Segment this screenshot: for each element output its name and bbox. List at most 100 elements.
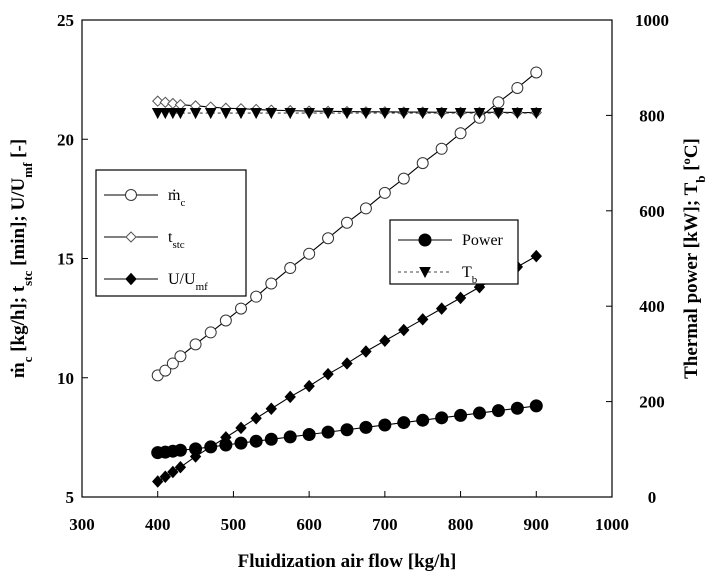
data-point-tb <box>322 108 334 120</box>
legend-label-sub: stc <box>172 239 184 251</box>
data-point-uumf <box>265 402 277 415</box>
data-point-power <box>173 443 187 457</box>
data-point-tb <box>265 108 278 120</box>
x-tick-label: 700 <box>372 515 398 534</box>
data-point-tstc <box>152 95 164 107</box>
data-point-uumf <box>250 412 262 425</box>
data-point-uumf <box>167 465 179 479</box>
y-right-axis-title: Thermal power [kW]; Tb [ºC] <box>681 138 708 379</box>
y-left-axis-title-part: c <box>20 356 35 362</box>
data-point-mc <box>166 357 179 370</box>
legend-right <box>389 219 519 285</box>
x-axis-title: Fluidization air flow [kg/h] <box>238 551 457 572</box>
y-left-axis-title-part: [kg/h]; t <box>8 285 29 356</box>
data-point-mc <box>303 247 316 260</box>
data-point-tb <box>492 108 505 120</box>
legend-label-text: ṁ <box>168 187 181 204</box>
data-point-tb <box>341 108 353 120</box>
x-tick-label: 400 <box>145 515 171 534</box>
data-point-mc <box>189 338 202 351</box>
data-point-power <box>416 413 430 427</box>
data-point-tb <box>174 108 187 120</box>
data-point-uumf <box>454 291 467 305</box>
data-point-mc <box>359 202 372 215</box>
data-point-power <box>359 420 373 434</box>
x-tick-label: 900 <box>524 515 550 534</box>
y-left-tick-label: 10 <box>57 369 74 388</box>
legend-marker-tb <box>419 267 431 279</box>
y-left-axis-title-part: [min]; U/U <box>8 177 29 270</box>
data-point-mc <box>378 186 391 199</box>
y-left-axis-title-part: mf <box>20 162 35 178</box>
y-left-tick-label: 25 <box>57 11 74 30</box>
data-point-tb <box>151 108 164 120</box>
y-right-tick-label: 600 <box>639 202 665 221</box>
legend-label-sub: c <box>180 197 185 209</box>
x-tick-label: 600 <box>296 515 322 534</box>
y-left-axis-title-part: [-] <box>8 139 29 163</box>
data-point-power <box>491 404 505 418</box>
data-point-power <box>340 423 354 437</box>
data-point-tb <box>189 108 202 120</box>
legend-label-text: T <box>462 264 472 281</box>
data-point-mc <box>250 290 263 303</box>
data-point-power <box>378 418 392 432</box>
legend-label-text: Power <box>462 232 504 249</box>
data-point-tb <box>204 108 217 120</box>
y-right-tick-label: 0 <box>648 488 657 507</box>
data-point-power <box>529 399 543 413</box>
y-right-axis-title-part: [ºC] <box>681 138 702 175</box>
data-point-mc <box>159 364 172 377</box>
data-point-tb <box>397 108 410 120</box>
y-right-tick-label: 400 <box>639 297 665 316</box>
data-point-tb <box>454 108 467 120</box>
data-point-tb <box>360 108 372 120</box>
data-point-mc <box>265 277 278 290</box>
data-point-uumf <box>235 421 247 435</box>
data-point-mc <box>454 127 467 140</box>
legend-label-power: Power <box>462 232 504 249</box>
x-tick-label: 300 <box>69 515 95 534</box>
data-point-uumf <box>360 345 372 358</box>
data-point-uumf <box>159 470 171 483</box>
data-point-tb <box>235 108 247 120</box>
legend-label-text: t <box>168 229 173 246</box>
data-point-uumf <box>435 302 448 315</box>
data-point-tb <box>530 108 543 120</box>
legend-marker-mc <box>125 189 137 201</box>
x-tick-label: 500 <box>221 515 247 534</box>
data-point-power <box>234 436 248 450</box>
legend-label-mc: ṁc <box>168 187 185 209</box>
data-point-tb <box>379 108 391 120</box>
data-point-power <box>435 411 449 425</box>
y-right-tick-label: 1000 <box>635 11 669 30</box>
y-left-axis-title-part: ṁ <box>8 362 29 378</box>
legend-marker-power <box>418 233 432 247</box>
data-point-tb <box>416 108 429 120</box>
y-left-axis-title: ṁc [kg/h]; tstc [min]; U/Umf [-] <box>8 139 35 378</box>
data-point-mc <box>492 96 505 109</box>
y-right-axis-title-part: b <box>693 176 708 183</box>
data-point-power <box>189 442 203 456</box>
data-point-uumf <box>284 390 296 404</box>
data-point-power <box>321 425 335 439</box>
data-point-mc <box>174 350 187 363</box>
data-point-uumf <box>530 249 542 263</box>
data-point-tb <box>159 108 172 120</box>
y-left-tick-label: 15 <box>57 250 74 269</box>
y-right-axis-title-part: Thermal power [kW]; T <box>681 182 702 378</box>
data-point-power <box>219 438 233 452</box>
legend-label-sub: mf <box>196 281 209 293</box>
y-right-tick-label: 200 <box>639 393 665 412</box>
data-point-mc <box>322 232 335 245</box>
data-point-tb <box>250 108 262 120</box>
y-left-tick-label: 20 <box>57 130 74 149</box>
data-point-power <box>510 401 524 415</box>
data-point-power <box>264 432 278 446</box>
legend-label-tstc: tstc <box>168 229 185 251</box>
data-point-mc <box>435 142 448 155</box>
data-point-tb <box>435 108 448 120</box>
data-point-mc <box>284 262 297 275</box>
